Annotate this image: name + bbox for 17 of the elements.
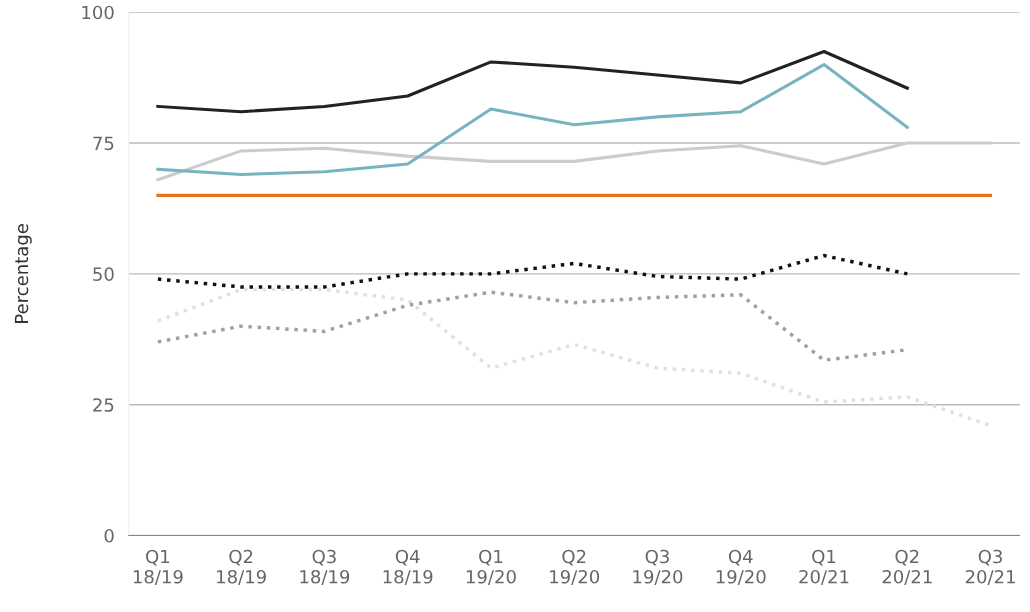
y-tick-label: 100	[82, 5, 114, 20]
y-tick-label: 75	[93, 136, 114, 151]
x-tick-label: Q3 20/21	[965, 549, 1015, 585]
x-tick-label: Q2 20/21	[882, 549, 932, 585]
x-tick-label: Q4 19/20	[716, 549, 766, 585]
x-tick-label: Q1 18/19	[133, 549, 183, 585]
x-tick-label: Q4 18/19	[383, 549, 433, 585]
x-tick-label: Q1 20/21	[799, 549, 849, 585]
y-tick-label: 0	[104, 528, 114, 543]
y-axis-title: Percentage	[14, 224, 32, 323]
x-tick-label: Q1 19/20	[466, 549, 516, 585]
y-tick-label: 50	[93, 267, 114, 281]
x-tick-label: Q3 18/19	[300, 549, 350, 585]
x-tick-label: Q2 19/20	[550, 549, 600, 585]
x-tick-label: Q2 18/19	[217, 549, 266, 585]
y-tick-label: 25	[93, 398, 114, 412]
x-tick-label: Q3 19/20	[633, 549, 683, 585]
